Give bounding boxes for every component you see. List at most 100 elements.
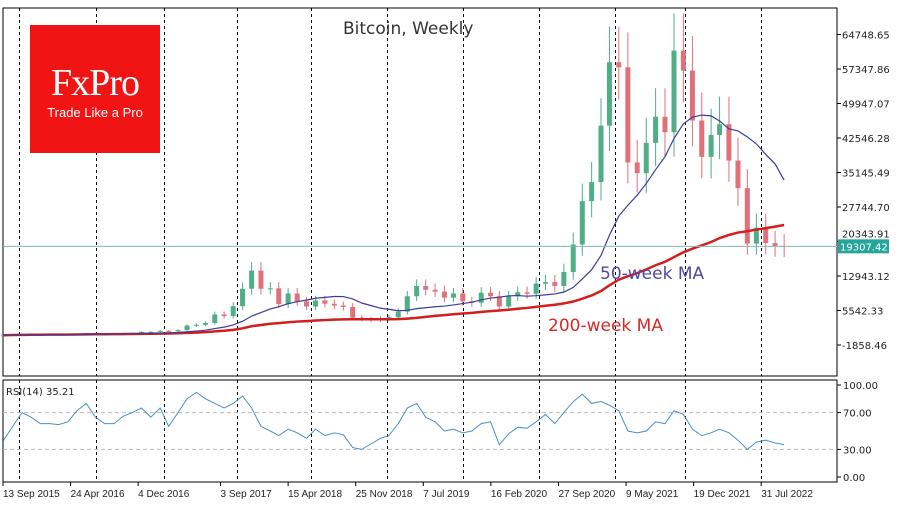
logo-tagline: Trade Like a Pro bbox=[47, 105, 143, 120]
candle-body bbox=[552, 282, 558, 286]
candle-body bbox=[708, 134, 714, 157]
candle-body bbox=[221, 314, 227, 317]
date-tick-label: 7 Jul 2019 bbox=[423, 489, 470, 500]
date-tick-label: 16 Feb 2020 bbox=[491, 489, 548, 500]
rsi-tick-label: 30.00 bbox=[843, 445, 872, 456]
price-tick-label: 64748.65 bbox=[842, 30, 890, 41]
price-tick-label: 12943.12 bbox=[842, 272, 890, 283]
candle-body bbox=[589, 182, 595, 202]
date-tick-label: 25 Nov 2018 bbox=[356, 489, 413, 500]
candle-body bbox=[276, 288, 282, 305]
candle-body bbox=[331, 303, 337, 306]
candle-body bbox=[460, 293, 466, 302]
candle-body bbox=[386, 317, 392, 319]
candle-body bbox=[193, 324, 199, 326]
price-tick-label: 49947.07 bbox=[842, 99, 890, 110]
candle-body bbox=[515, 292, 521, 297]
candle-body bbox=[496, 296, 502, 307]
candle-body bbox=[304, 301, 310, 307]
candle-body bbox=[488, 292, 494, 297]
price-tick-label: 20343.91 bbox=[842, 229, 890, 240]
candle-body bbox=[662, 116, 668, 133]
candle-body bbox=[533, 283, 539, 294]
rsi-tick-label: 70.00 bbox=[843, 409, 872, 420]
candle-body bbox=[717, 124, 723, 135]
ma50-line bbox=[3, 114, 785, 336]
date-tick-label: 27 Sep 2020 bbox=[558, 489, 615, 500]
price-tick-label: 27744.70 bbox=[842, 203, 890, 214]
candle-body bbox=[478, 292, 484, 303]
candle-body bbox=[1, 335, 7, 337]
candle-body bbox=[202, 322, 208, 325]
candle-body bbox=[643, 142, 649, 174]
candle-body bbox=[212, 314, 218, 323]
chart-title: Bitcoin, Weekly bbox=[343, 19, 473, 39]
candle-body bbox=[267, 288, 273, 290]
candle-body bbox=[671, 50, 677, 133]
price-tick-label: 5542.33 bbox=[842, 307, 883, 318]
candle-body bbox=[744, 188, 750, 244]
ma200-annotation: 200-week MA bbox=[548, 316, 663, 336]
candle-body bbox=[184, 325, 190, 331]
rsi-label: RSI(14) 35.21 bbox=[6, 387, 75, 398]
candle-body bbox=[414, 285, 420, 297]
candle-body bbox=[404, 296, 410, 312]
candle-body bbox=[570, 244, 576, 273]
candle-body bbox=[175, 330, 181, 332]
price-tick-label: 35145.49 bbox=[842, 169, 890, 180]
candle-body bbox=[432, 289, 438, 292]
candle-body bbox=[735, 160, 741, 189]
date-tick-label: 31 Jul 2022 bbox=[761, 489, 813, 500]
candle-body bbox=[322, 300, 328, 304]
candle-body bbox=[441, 291, 447, 298]
fxpro-logo: FxPro Trade Like a Pro bbox=[30, 25, 160, 153]
rsi-tick-label: 100.00 bbox=[843, 381, 878, 392]
candle-body bbox=[350, 306, 356, 318]
logo-text: FxPro bbox=[51, 62, 140, 104]
candle-body bbox=[772, 243, 778, 246]
candle-body bbox=[138, 331, 144, 333]
candle-body bbox=[598, 125, 604, 183]
candle-body bbox=[240, 288, 246, 307]
candle-body bbox=[166, 330, 172, 332]
candle-body bbox=[524, 292, 530, 294]
candle-body bbox=[230, 306, 236, 317]
price-tick-label: 57347.86 bbox=[842, 65, 890, 76]
candle-body bbox=[625, 67, 631, 163]
ma50-annotation: 50-week MA bbox=[600, 264, 705, 284]
candle-body bbox=[653, 116, 659, 143]
candle-body bbox=[634, 162, 640, 174]
candle-body bbox=[157, 330, 163, 332]
candle-body bbox=[395, 311, 401, 318]
date-tick-label: 13 Sep 2015 bbox=[3, 489, 60, 500]
candle-body bbox=[606, 62, 612, 126]
date-tick-label: 24 Apr 2016 bbox=[71, 489, 125, 500]
rsi-line bbox=[3, 391, 785, 451]
current-price-badge bbox=[838, 239, 889, 254]
date-tick-label: 3 Sep 2017 bbox=[221, 489, 273, 500]
candle-body bbox=[249, 270, 255, 289]
candle-body bbox=[616, 62, 622, 68]
date-tick-label: 19 Dec 2021 bbox=[694, 489, 751, 500]
candle-body bbox=[258, 270, 264, 289]
rsi-tick-label: 0.00 bbox=[843, 473, 865, 484]
date-tick-label: 15 Apr 2018 bbox=[288, 489, 342, 500]
candle-body bbox=[561, 272, 567, 286]
candle-body bbox=[340, 305, 346, 307]
candle-body bbox=[294, 293, 300, 302]
candle-body bbox=[763, 227, 769, 244]
candle-body bbox=[285, 293, 291, 305]
candle-body bbox=[579, 201, 585, 245]
rsi-panel-frame bbox=[2, 379, 838, 483]
price-tick-label: 42546.28 bbox=[842, 134, 890, 145]
current-price-label: 19307.42 bbox=[840, 242, 888, 253]
candle-body bbox=[542, 282, 548, 284]
candle-body bbox=[313, 300, 319, 307]
candle-body bbox=[753, 227, 759, 244]
candle-body bbox=[726, 124, 732, 161]
candle-body bbox=[423, 285, 429, 290]
main-panel-frame bbox=[2, 7, 838, 377]
candle-body bbox=[450, 293, 456, 298]
